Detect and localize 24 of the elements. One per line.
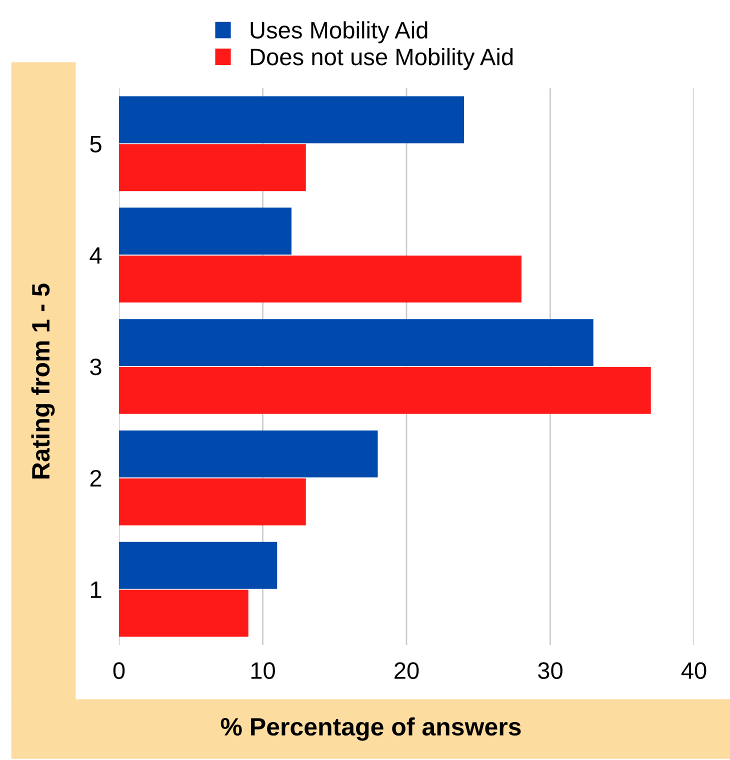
bar [119, 366, 651, 414]
x-tick-label: 40 [681, 662, 706, 680]
y-tick-label: 5 [90, 136, 102, 152]
bar [119, 478, 306, 526]
y-tick-label: 2 [90, 470, 102, 486]
bar [119, 430, 378, 478]
bar [119, 590, 248, 637]
y-tick-label: 1 [91, 582, 102, 598]
bar [119, 96, 464, 144]
bar [119, 208, 292, 255]
x-tick-label: 30 [538, 662, 562, 680]
bar [119, 319, 594, 366]
x-tick-label: 10 [251, 662, 275, 680]
y-tick-label: 3 [90, 358, 102, 376]
bar [119, 144, 306, 192]
legend-label: Does not use Mobility Aid [250, 48, 513, 70]
legend-label: Uses Mobility Aid [250, 21, 428, 44]
x-axis-title: % Percentage of answers [220, 717, 521, 741]
y-tick-label: 4 [90, 247, 102, 264]
x-tick-label: 0 [113, 662, 125, 680]
x-tick-label: 20 [394, 662, 419, 680]
bar [119, 542, 278, 589]
y-axis-title: Rating from 1 - 5 [31, 284, 55, 478]
bar [119, 256, 522, 303]
